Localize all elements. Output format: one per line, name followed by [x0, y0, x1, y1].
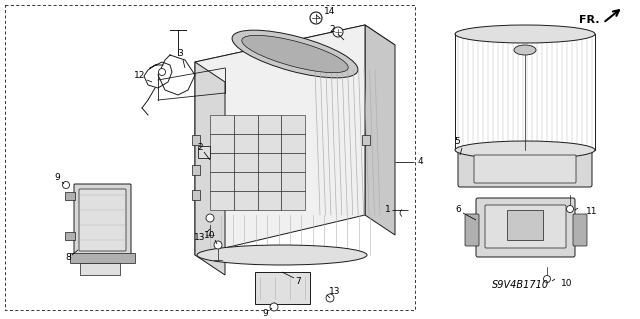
Ellipse shape [333, 27, 343, 37]
Text: 3: 3 [177, 49, 183, 58]
Polygon shape [210, 134, 234, 153]
Ellipse shape [270, 303, 278, 311]
Text: 10: 10 [204, 232, 216, 241]
Ellipse shape [310, 12, 322, 24]
Ellipse shape [543, 276, 550, 283]
Ellipse shape [566, 205, 573, 212]
Text: 2: 2 [197, 144, 203, 152]
Ellipse shape [242, 35, 348, 73]
Polygon shape [257, 134, 281, 153]
Text: FR.: FR. [579, 15, 600, 25]
Ellipse shape [455, 25, 595, 43]
Ellipse shape [206, 214, 214, 222]
Polygon shape [234, 191, 257, 210]
Text: 4: 4 [417, 158, 423, 167]
Polygon shape [257, 153, 281, 172]
Polygon shape [210, 115, 234, 134]
Polygon shape [195, 25, 365, 255]
FancyBboxPatch shape [192, 190, 200, 200]
Polygon shape [281, 191, 305, 210]
Polygon shape [234, 134, 257, 153]
Polygon shape [281, 153, 305, 172]
Polygon shape [234, 115, 257, 134]
Text: 8: 8 [65, 254, 71, 263]
FancyBboxPatch shape [465, 214, 479, 246]
FancyBboxPatch shape [80, 263, 120, 275]
Ellipse shape [455, 141, 595, 159]
FancyBboxPatch shape [476, 198, 575, 257]
Text: 13: 13 [329, 287, 340, 296]
Text: 6: 6 [455, 205, 461, 214]
Text: 13: 13 [195, 234, 205, 242]
Text: 5: 5 [454, 137, 460, 146]
FancyBboxPatch shape [474, 155, 576, 183]
Text: 9: 9 [54, 174, 60, 182]
Text: 14: 14 [324, 8, 336, 17]
Text: 10: 10 [561, 278, 573, 287]
Polygon shape [195, 62, 225, 275]
Polygon shape [210, 153, 234, 172]
Polygon shape [195, 25, 395, 82]
Ellipse shape [63, 182, 70, 189]
FancyBboxPatch shape [458, 151, 592, 187]
Polygon shape [234, 172, 257, 191]
FancyBboxPatch shape [65, 192, 75, 200]
Polygon shape [257, 115, 281, 134]
FancyBboxPatch shape [573, 214, 587, 246]
Ellipse shape [326, 294, 334, 302]
Polygon shape [281, 172, 305, 191]
Text: 12: 12 [134, 71, 146, 80]
Polygon shape [281, 115, 305, 134]
Text: 9: 9 [262, 308, 268, 317]
Polygon shape [210, 172, 234, 191]
FancyBboxPatch shape [79, 189, 126, 251]
Ellipse shape [197, 245, 367, 265]
FancyBboxPatch shape [485, 205, 566, 248]
FancyBboxPatch shape [70, 253, 135, 263]
Text: S9V4B1710: S9V4B1710 [492, 280, 548, 290]
FancyBboxPatch shape [362, 135, 370, 145]
Text: 7: 7 [295, 278, 301, 286]
Ellipse shape [514, 45, 536, 55]
Polygon shape [281, 134, 305, 153]
Polygon shape [234, 153, 257, 172]
FancyBboxPatch shape [65, 232, 75, 240]
FancyBboxPatch shape [192, 165, 200, 175]
FancyBboxPatch shape [192, 135, 200, 145]
Text: 11: 11 [586, 207, 598, 217]
FancyBboxPatch shape [74, 184, 131, 256]
Polygon shape [365, 25, 395, 235]
Ellipse shape [214, 241, 222, 249]
Ellipse shape [232, 30, 358, 78]
FancyBboxPatch shape [255, 272, 310, 304]
Text: 1: 1 [385, 205, 391, 214]
Text: 2: 2 [329, 26, 335, 34]
FancyBboxPatch shape [198, 146, 210, 158]
Polygon shape [257, 172, 281, 191]
Polygon shape [210, 191, 234, 210]
Polygon shape [257, 191, 281, 210]
Ellipse shape [159, 69, 166, 76]
FancyBboxPatch shape [507, 210, 543, 240]
